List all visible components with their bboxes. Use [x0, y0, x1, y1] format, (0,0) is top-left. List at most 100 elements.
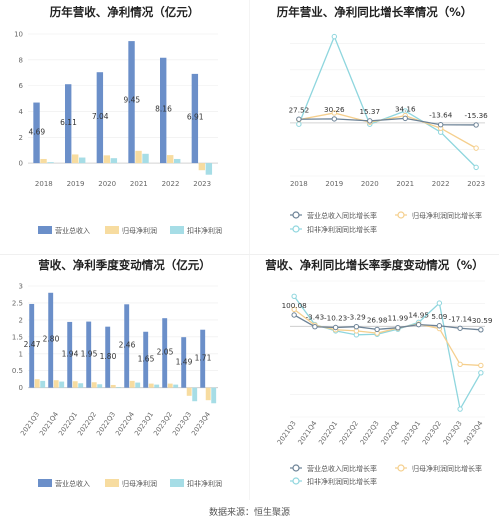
- legend-item: 扣非净利润: [170, 479, 222, 488]
- bar: [211, 387, 217, 404]
- legend-marker: [292, 211, 300, 219]
- bar: [48, 292, 54, 388]
- data-label: 1.65: [138, 355, 155, 364]
- legend-label: 归母净利润同比增长率: [412, 464, 482, 473]
- horizontal-divider: [0, 254, 499, 255]
- y-tick-label: 3: [19, 283, 23, 291]
- legend-label: 营业总收入同比增长率: [307, 464, 377, 473]
- bar: [105, 326, 111, 388]
- data-point: [457, 325, 463, 331]
- bar: [29, 303, 35, 388]
- data-label: 2.46: [119, 340, 136, 349]
- bar: [86, 321, 92, 388]
- data-label: 1.71: [195, 354, 212, 363]
- data-point: [291, 293, 297, 299]
- x-tick-label: 2022Q3: [359, 420, 381, 447]
- x-tick-label: 2019: [67, 180, 85, 188]
- data-label: -3.29: [347, 313, 366, 322]
- data-label: 34.16: [395, 104, 416, 113]
- bar: [200, 329, 206, 388]
- bar: [205, 387, 211, 401]
- bar: [181, 337, 187, 388]
- bar: [135, 150, 142, 164]
- x-tick-label: 2018: [35, 180, 53, 188]
- y-tick-label: 6: [19, 82, 24, 90]
- data-label: 4.69: [28, 128, 45, 137]
- legend-swatch: [105, 226, 119, 234]
- chart-title: 历年营业、净利同比增长率情况（%）: [276, 5, 473, 19]
- legend-swatch: [38, 226, 52, 234]
- data-label: 5.09: [431, 312, 447, 321]
- legend-label: 营业总收入: [55, 479, 90, 488]
- y-tick-label: 1: [19, 350, 23, 358]
- data-point: [457, 406, 463, 412]
- bar: [124, 304, 130, 388]
- bar: [129, 380, 135, 388]
- data-point: [331, 33, 338, 40]
- legend-label: 营业总收入同比增长率: [307, 211, 377, 220]
- data-label: 1.95: [81, 349, 98, 358]
- legend-marker: [292, 464, 300, 472]
- data-label: 7.04: [92, 112, 109, 121]
- data-point: [395, 324, 401, 331]
- data-source-note: 数据来源：恒生聚源: [208, 508, 290, 518]
- x-tick-label: 2022Q1: [317, 420, 339, 447]
- bar: [205, 163, 213, 175]
- legend-label: 营业总收入: [55, 226, 90, 235]
- vertical-divider: [249, 0, 250, 500]
- x-tick-label: 2022: [432, 180, 450, 188]
- bar: [154, 384, 160, 388]
- data-label: 11.99: [388, 314, 409, 323]
- x-tick-label: 2023: [467, 180, 485, 188]
- data-point: [478, 362, 484, 369]
- legend-item: 扣非净利润同比增长率: [290, 225, 377, 234]
- y-tick-label: 0: [19, 384, 23, 392]
- x-tick-label: 2019: [325, 180, 343, 188]
- data-label: 14.95: [408, 311, 429, 320]
- data-label: 1.80: [100, 352, 117, 361]
- legend-item: 归母净利润: [105, 226, 157, 235]
- bar: [167, 155, 174, 164]
- bar: [97, 384, 103, 388]
- y-tick-label: 0.5: [12, 367, 23, 375]
- y-tick-label: 2: [19, 134, 23, 142]
- series-line: [298, 34, 477, 168]
- x-tick-label: 2023Q1: [400, 420, 422, 447]
- data-label: 30.26: [324, 105, 345, 114]
- data-point: [296, 121, 302, 127]
- legend-item: 营业总收入: [38, 479, 90, 488]
- legend-label: 扣非净利润同比增长率: [307, 477, 377, 486]
- data-label: 9.45: [123, 96, 140, 105]
- legend-label: 归母净利润: [122, 226, 157, 235]
- x-tick-label: 2021: [396, 180, 414, 188]
- bar: [96, 72, 104, 164]
- x-tick-label: 2021Q3: [276, 420, 298, 447]
- bar: [162, 318, 168, 388]
- data-point: [367, 118, 373, 124]
- bar: [116, 386, 122, 388]
- bar: [128, 41, 135, 164]
- annual-growth-panel: 历年营业、净利同比增长率情况（%） 27.52 30.26 15.37 34.16 -1…: [250, 0, 499, 255]
- annual-revenue-profit-panel: 历年营收、净利情况（亿元） 0 2 4 6 8 10 4.69 2018 6.11 2019 7.0…: [0, 0, 249, 255]
- legend-marker: [292, 225, 300, 233]
- x-tick-label: 2023: [193, 180, 211, 188]
- legend-swatch: [105, 479, 119, 487]
- data-label: 8.16: [155, 104, 172, 113]
- bar: [174, 158, 181, 164]
- quarterly-revenue-profit-chart: 00.511.522.532.472021Q32.802021Q41.94202…: [12, 283, 222, 489]
- legend-swatch: [170, 226, 184, 234]
- legend-label: 归母净利润: [122, 479, 157, 488]
- data-label: 27.52: [289, 105, 310, 114]
- y-tick-label: 2.5: [12, 299, 23, 307]
- bar: [78, 383, 84, 388]
- bar: [186, 387, 192, 396]
- legend-label: 扣非净利润同比增长率: [307, 225, 377, 234]
- bar: [53, 380, 59, 388]
- legend-label: 扣非净利润: [187, 479, 222, 488]
- bar: [198, 163, 206, 171]
- bar: [72, 154, 79, 164]
- data-point: [436, 300, 443, 306]
- bar: [33, 102, 40, 164]
- bar: [40, 380, 46, 388]
- bar: [47, 162, 54, 164]
